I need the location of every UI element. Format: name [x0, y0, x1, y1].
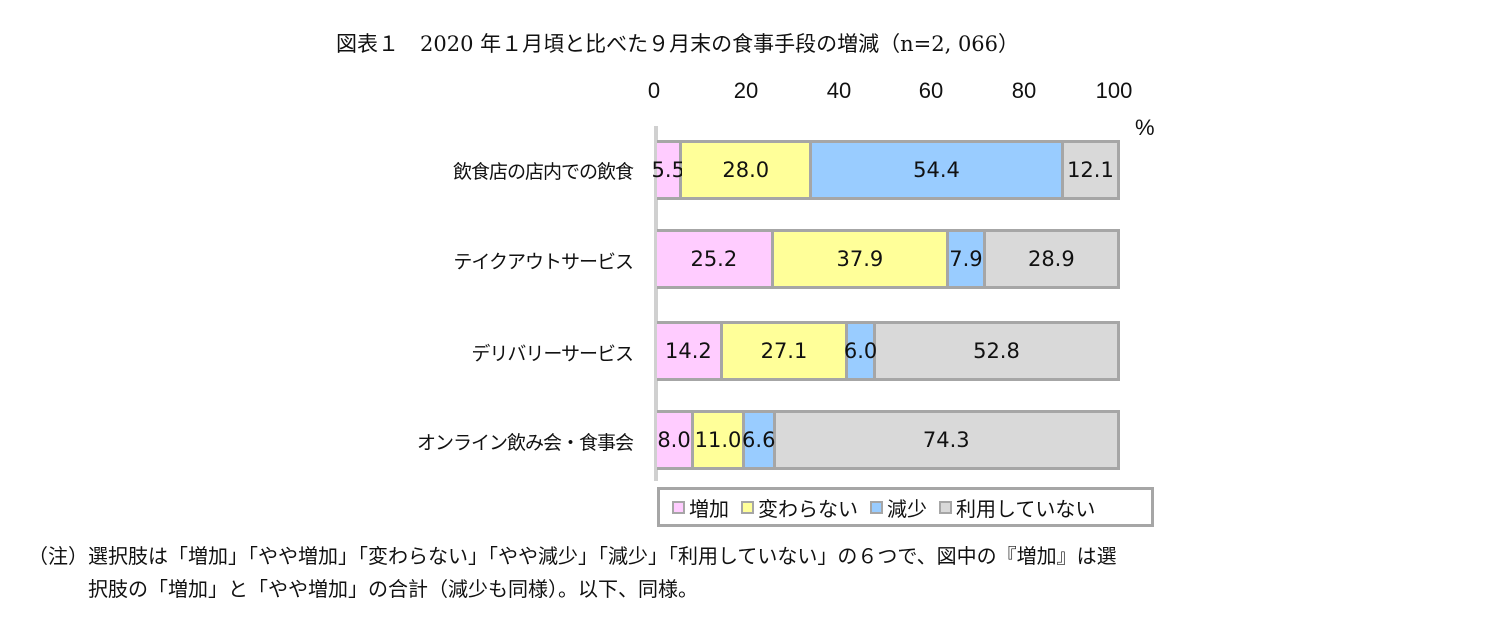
segment-decrease: 54.4 — [812, 140, 1064, 200]
legend-swatch-icon — [939, 500, 952, 514]
segment-increase: 5.5 — [652, 140, 685, 200]
chart-title: 図表１ 2020 年１月頃と比べた９月末の食事手段の増減（n=2, 066） — [336, 32, 1020, 56]
footnote-line-2: 択肢の「増加」と「やや増加」の合計（減少も同様）。以下、同様。 — [88, 577, 698, 601]
segment-not-used: 74.3 — [775, 410, 1120, 470]
legend-item-increase: 増加 — [672, 493, 729, 522]
x-tick-0: 0 — [647, 78, 661, 103]
category-axis-line — [654, 126, 658, 481]
bar-dine-in: 5.5 28.0 54.4 12.1 — [652, 140, 1120, 200]
legend-label: 利用していない — [956, 496, 1096, 521]
segment-not-used: 12.1 — [1063, 140, 1120, 200]
chart-legend: 増加 変わらない 減少 利用していない — [657, 487, 1154, 527]
x-tick-40: 40 — [826, 78, 852, 103]
x-tick-20: 20 — [733, 78, 759, 103]
segment-not-used: 28.9 — [985, 229, 1120, 289]
segment-unchanged: 37.9 — [773, 229, 950, 289]
legend-swatch-icon — [870, 500, 883, 514]
x-tick-60: 60 — [918, 78, 944, 103]
bar-takeout: 25.2 37.9 7.9 28.9 — [657, 229, 1120, 289]
legend-item-not-used: 利用していない — [939, 493, 1095, 522]
legend-label: 減少 — [887, 496, 927, 521]
segment-increase: 14.2 — [657, 321, 723, 381]
legend-swatch-icon — [672, 500, 685, 514]
bar-online-party: 8.0 11.0 6.6 74.3 — [657, 410, 1120, 470]
bar-delivery: 14.2 27.1 6.0 52.8 — [657, 321, 1120, 381]
legend-label: 変わらない — [758, 496, 858, 521]
segment-decrease: 6.6 — [742, 410, 776, 470]
segment-decrease: 6.0 — [844, 321, 877, 381]
category-label-delivery: デリバリーサービス — [471, 343, 634, 365]
segment-increase: 8.0 — [657, 410, 695, 470]
segment-unchanged: 28.0 — [682, 140, 813, 200]
category-label-takeout: テイクアウトサービス — [453, 251, 634, 273]
segment-unchanged: 27.1 — [722, 321, 849, 381]
x-tick-100: 100 — [1095, 78, 1133, 103]
legend-item-decrease: 減少 — [870, 493, 927, 522]
segment-increase: 25.2 — [657, 229, 774, 289]
legend-label: 増加 — [689, 496, 729, 521]
segment-decrease: 7.9 — [949, 229, 986, 289]
category-label-online-party: オンライン飲み会・食事会 — [416, 432, 634, 454]
segment-unchanged: 11.0 — [694, 410, 745, 470]
legend-item-unchanged: 変わらない — [741, 493, 858, 522]
legend-swatch-icon — [741, 500, 754, 514]
segment-not-used: 52.8 — [875, 321, 1120, 381]
footnote-line-1: （注）選択肢は「増加」「やや増加」「変わらない」「やや減少」「減少」「利用してい… — [28, 544, 1117, 568]
axis-unit-label: % — [1135, 115, 1155, 140]
x-tick-80: 80 — [1011, 78, 1037, 103]
category-label-dine-in: 飲食店の店内での飲食 — [452, 161, 634, 183]
